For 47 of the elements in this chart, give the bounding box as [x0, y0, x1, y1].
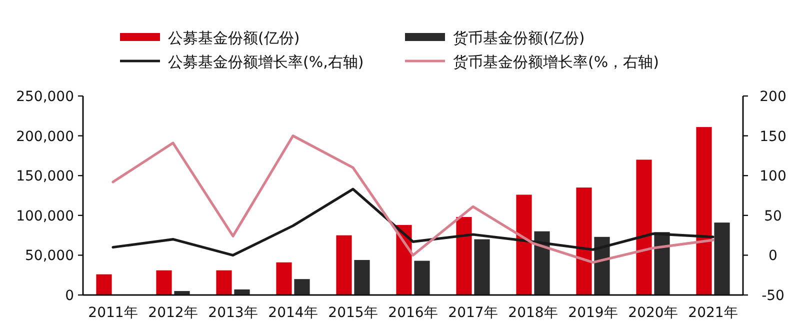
- bar: [174, 291, 190, 295]
- y2-tick-label: 100: [760, 168, 786, 185]
- bar: [414, 260, 430, 295]
- x-tick-label: 2018年: [508, 305, 558, 321]
- x-tick-label: 2016年: [388, 305, 438, 321]
- bar: [156, 270, 172, 295]
- y-tick-label: 250,000: [16, 89, 74, 105]
- bar: [96, 274, 112, 295]
- bar: [516, 194, 532, 295]
- y2-tick-label: 200: [760, 89, 786, 105]
- x-tick-label: 2015年: [328, 305, 378, 321]
- bar: [354, 260, 370, 295]
- x-tick-label: 2021年: [688, 305, 738, 321]
- x-tick-label: 2012年: [148, 305, 198, 321]
- x-tick-label: 2014年: [268, 305, 318, 321]
- bar: [456, 216, 472, 295]
- legend-label: 货币基金份额增长率(%，右轴): [453, 53, 659, 71]
- y-tick-label: 50,000: [25, 248, 74, 264]
- bar: [474, 239, 490, 295]
- y-tick-label: 200,000: [16, 128, 74, 145]
- bar: [576, 188, 592, 295]
- y2-tick-label: 150: [760, 128, 786, 145]
- bar: [276, 262, 292, 295]
- bar: [534, 231, 550, 295]
- y-tick-label: 150,000: [16, 168, 74, 185]
- legend-label: 公募基金份额增长率(%,右轴): [168, 53, 364, 71]
- y2-tick-label: -50: [762, 288, 784, 304]
- y-tick-label: 100,000: [16, 208, 74, 224]
- legend-label: 公募基金份额(亿份): [168, 29, 300, 47]
- bar: [696, 127, 712, 295]
- bar: [294, 279, 310, 295]
- x-tick-label: 2013年: [208, 305, 258, 321]
- y2-tick-label: 0: [768, 248, 778, 264]
- bar: [216, 270, 232, 295]
- x-tick-label: 2020年: [628, 305, 678, 321]
- bar: [714, 222, 730, 295]
- bar: [654, 232, 670, 295]
- bar: [594, 236, 610, 295]
- legend-label: 货币基金份额(亿份): [453, 29, 585, 47]
- x-tick-label: 2011年: [88, 305, 138, 321]
- bar: [636, 160, 652, 295]
- bar: [336, 235, 352, 295]
- y-tick-label: 0: [65, 288, 74, 304]
- x-tick-label: 2017年: [448, 305, 498, 321]
- bar: [234, 289, 250, 295]
- y2-tick-label: 50: [764, 208, 782, 224]
- x-tick-label: 2019年: [568, 305, 618, 321]
